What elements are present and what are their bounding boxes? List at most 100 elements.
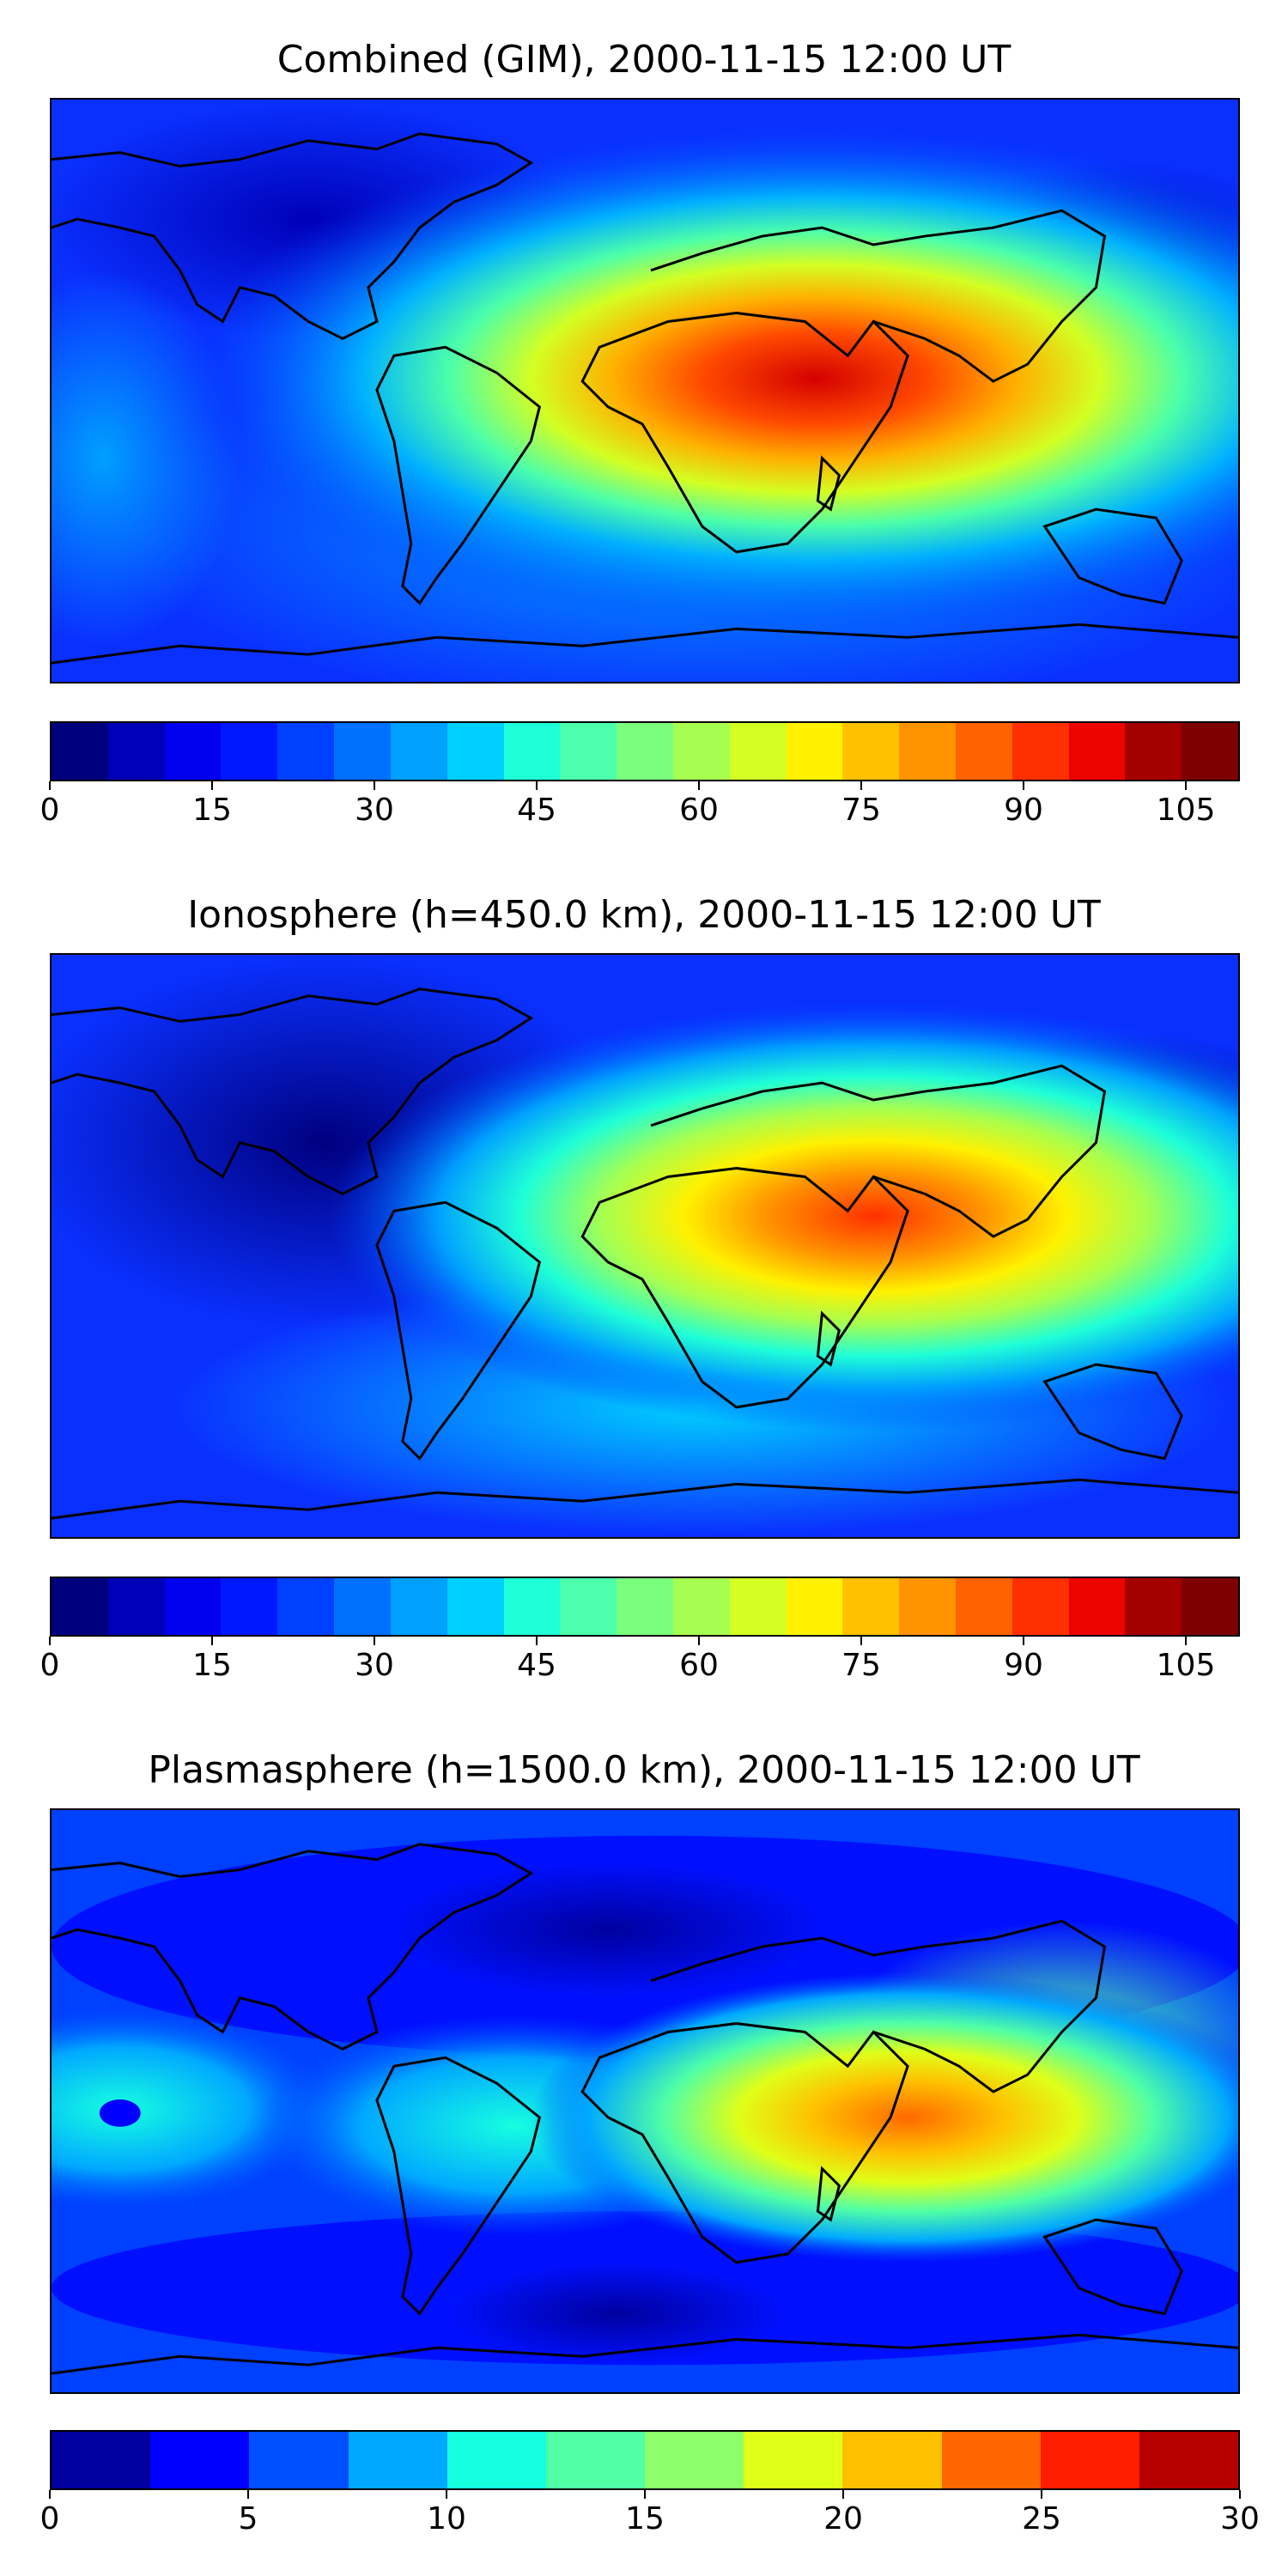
tick-mark xyxy=(536,1637,538,1645)
tick-label: 45 xyxy=(517,1648,556,1683)
colorbar-segment xyxy=(842,723,900,780)
tick-label: 0 xyxy=(39,1648,60,1683)
panel-2-colorbar-ticks: 0 15 30 45 60 75 90 105 xyxy=(40,1637,1240,1683)
tick-label: 15 xyxy=(192,793,232,828)
colorbar-segment xyxy=(842,2432,942,2488)
panel-2-title: Ionosphere (h=450.0 km), 2000-11-15 12:0… xyxy=(187,893,1101,937)
colorbar-segment xyxy=(107,1578,165,1635)
colorbar-segment xyxy=(52,1578,108,1635)
panel-1-colorbar xyxy=(50,721,1240,781)
tick-label: 15 xyxy=(625,2501,665,2537)
tick-mark xyxy=(698,781,700,790)
colorbar-segment xyxy=(899,723,956,780)
colorbar-segment xyxy=(164,1578,222,1635)
tick-label: 30 xyxy=(355,793,394,828)
colorbar-segment xyxy=(447,2432,546,2488)
tick-label: 5 xyxy=(238,2501,258,2537)
tick-mark xyxy=(860,781,862,790)
colorbar-segment xyxy=(52,723,108,780)
colorbar-segment xyxy=(645,2432,744,2488)
colorbar-segment xyxy=(1068,723,1126,780)
tick-mark xyxy=(842,2490,844,2499)
colorbar-segment xyxy=(617,723,673,780)
panel-1-colorbar-ticks: 0 15 30 45 60 75 90 105 xyxy=(40,781,1240,828)
panel-2-map xyxy=(50,953,1240,1539)
tick-mark xyxy=(374,781,375,790)
tick-mark xyxy=(446,2490,447,2499)
colorbar-segment xyxy=(744,2432,843,2488)
tick-mark xyxy=(211,1637,213,1645)
tick-mark xyxy=(1023,781,1024,790)
colorbar-segment xyxy=(348,2432,447,2488)
tick-label: 30 xyxy=(1220,2501,1260,2537)
colorbar-segment xyxy=(729,723,787,780)
colorbar-segment xyxy=(503,723,561,780)
colorbar-segment xyxy=(899,1578,956,1635)
tick-mark xyxy=(247,2490,249,2499)
panel-1-title: Combined (GIM), 2000-11-15 12:00 UT xyxy=(276,38,1012,82)
colorbar-segment xyxy=(786,723,843,780)
coastline-lines xyxy=(52,132,1238,665)
tick-label: 45 xyxy=(517,793,556,828)
tick-mark xyxy=(860,1637,862,1645)
tick-label: 30 xyxy=(355,1648,394,1683)
tick-label: 105 xyxy=(1156,793,1216,828)
colorbar-segment xyxy=(1012,1578,1069,1635)
tick-mark xyxy=(1023,1637,1024,1645)
colorbar-segment xyxy=(560,1578,617,1635)
colorbar-segment xyxy=(1139,2432,1239,2488)
colorbar-segment xyxy=(52,2432,151,2488)
panel-3-map xyxy=(50,1808,1240,2394)
tick-label: 60 xyxy=(679,793,719,828)
colorbar-segment xyxy=(941,2432,1041,2488)
colorbar-segment xyxy=(277,1578,335,1635)
panel-3-title: Plasmasphere (h=1500.0 km), 2000-11-15 1… xyxy=(148,1748,1140,1792)
tick-label: 10 xyxy=(427,2501,466,2537)
colorbar-segment xyxy=(150,2432,250,2488)
colorbar-segment xyxy=(617,1578,673,1635)
tick-mark xyxy=(1041,2490,1042,2499)
colorbar-segment xyxy=(1182,1578,1239,1635)
colorbar-segment xyxy=(729,1578,787,1635)
colorbar-segment xyxy=(560,723,617,780)
colorbar-segment xyxy=(334,723,391,780)
tick-mark xyxy=(536,781,538,790)
colorbar-segment xyxy=(1012,723,1069,780)
colorbar-segment xyxy=(390,723,447,780)
tick-label: 25 xyxy=(1022,2501,1061,2537)
tick-label: 20 xyxy=(823,2501,863,2537)
colorbar-segment xyxy=(672,1578,730,1635)
colorbar-segment xyxy=(956,723,1012,780)
colorbar-segment xyxy=(277,723,335,780)
tick-mark xyxy=(49,2490,51,2499)
tick-mark xyxy=(1239,2490,1241,2499)
colorbar-segment xyxy=(956,1578,1012,1635)
panel-2-colorbar xyxy=(50,1577,1240,1637)
colorbar-segment xyxy=(1068,1578,1126,1635)
tick-mark xyxy=(49,1637,51,1645)
tick-label: 90 xyxy=(1004,793,1043,828)
tick-mark xyxy=(374,1637,375,1645)
colorbar-segment xyxy=(334,1578,391,1635)
tick-mark xyxy=(644,2490,646,2499)
colorbar-segment xyxy=(249,2432,349,2488)
colorbar-segment xyxy=(221,1578,278,1635)
colorbar-segment xyxy=(1125,1578,1182,1635)
colorbar-segment xyxy=(447,1578,504,1635)
panel-1-map xyxy=(50,98,1240,683)
panel-3-colorbar-ticks: 0 5 10 15 20 25 30 xyxy=(40,2490,1260,2537)
colorbar-segment xyxy=(221,723,278,780)
colorbar-segment xyxy=(447,723,504,780)
tick-mark xyxy=(1185,781,1187,790)
tick-label: 0 xyxy=(39,2501,60,2537)
tick-label: 75 xyxy=(841,1648,881,1683)
panel-3-colorbar xyxy=(50,2430,1240,2490)
colorbar-segment xyxy=(390,1578,447,1635)
colorbar-segment xyxy=(545,2432,646,2488)
tick-mark xyxy=(1185,1637,1187,1645)
tick-label: 60 xyxy=(679,1648,719,1683)
colorbar-segment xyxy=(786,1578,843,1635)
tick-mark xyxy=(698,1637,700,1645)
tick-label: 75 xyxy=(841,793,881,828)
tick-label: 0 xyxy=(39,793,60,828)
